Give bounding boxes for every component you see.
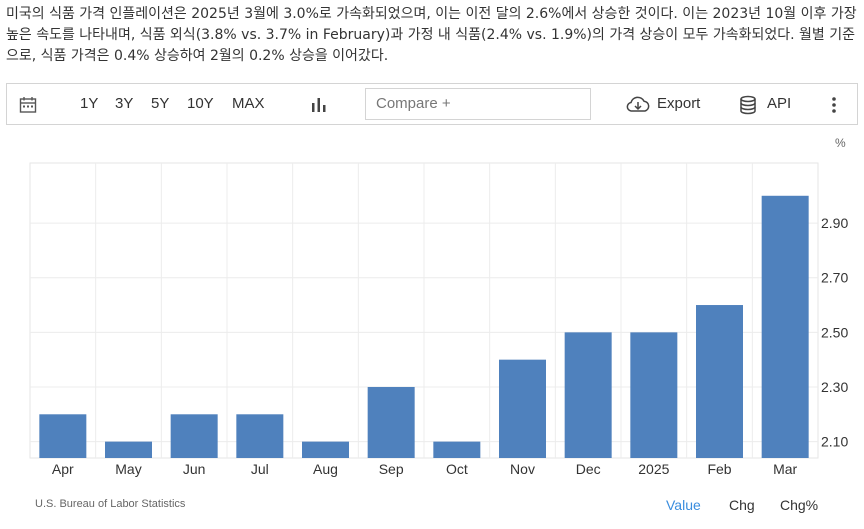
export-button[interactable]: Export	[657, 95, 701, 112]
source-label: U.S. Bureau of Labor Statistics	[35, 498, 186, 510]
chart-area: Apr May Jun Jul Aug Sep Oct Nov Dec 2025 Feb Mar 2.…	[0, 128, 864, 529]
bar-2025[interactable]	[630, 332, 678, 458]
x-tick-label: Jul	[251, 461, 269, 477]
range-10y[interactable]: 10Y	[187, 95, 214, 112]
compare-input[interactable]: Compare +	[365, 88, 591, 120]
bar-oct[interactable]	[433, 441, 481, 458]
tab-value[interactable]: Value	[666, 497, 701, 513]
bar-dec[interactable]	[564, 332, 612, 458]
y-tick-label: 2.90	[821, 215, 848, 231]
description-text: 미국의 식품 가격 인플레이션은 2025년 3월에 3.0%로 가속화되었으며…	[6, 6, 857, 64]
more-options-icon[interactable]	[831, 85, 837, 125]
x-tick-label: 2025	[638, 461, 669, 477]
cloud-download-icon[interactable]	[625, 85, 651, 125]
database-icon[interactable]	[739, 85, 757, 125]
bar-aug[interactable]	[302, 441, 349, 458]
y-tick-label: 2.10	[821, 434, 848, 450]
x-tick-label: May	[115, 461, 141, 477]
range-5y[interactable]: 5Y	[151, 95, 170, 112]
x-tick-label: Oct	[446, 461, 468, 477]
y-tick-label: 2.30	[821, 379, 848, 395]
bar-nov[interactable]	[499, 359, 546, 458]
range-3y[interactable]: 3Y	[115, 95, 134, 112]
bar-mar[interactable]	[761, 195, 809, 458]
chart-toolbar: 1Y 3Y 5Y 10Y MAX Compare + Export API	[6, 83, 858, 125]
api-button[interactable]: API	[767, 95, 792, 112]
tab-chg-percent[interactable]: Chg%	[780, 497, 819, 513]
calendar-icon[interactable]	[19, 85, 37, 125]
x-tick-label: Jun	[183, 461, 206, 477]
bar-chart-icon[interactable]	[310, 85, 328, 125]
bar-sep[interactable]	[367, 386, 415, 458]
x-tick-label: Sep	[379, 461, 404, 477]
bar-jun[interactable]	[170, 414, 218, 458]
range-1y[interactable]: 1Y	[80, 95, 99, 112]
bar-feb[interactable]	[696, 305, 743, 458]
range-max[interactable]: MAX	[232, 95, 265, 112]
y-tick-label: 2.50	[821, 324, 848, 340]
bar-chart: Apr May Jun Jul Aug Sep Oct Nov Dec 2025 Feb Mar 2.…	[29, 136, 848, 477]
x-tick-label: Nov	[510, 461, 535, 477]
x-tick-label: Mar	[773, 461, 797, 477]
bar-jul[interactable]	[236, 414, 284, 458]
tab-chg[interactable]: Chg	[729, 497, 755, 513]
unit-label: %	[835, 136, 846, 150]
bar-may[interactable]	[105, 441, 152, 458]
x-tick-label: Aug	[313, 461, 338, 477]
x-tick-label: Dec	[576, 461, 601, 477]
bar-apr[interactable]	[39, 414, 87, 458]
x-tick-label: Apr	[52, 461, 74, 477]
y-tick-label: 2.70	[821, 270, 848, 286]
x-tick-label: Feb	[707, 461, 731, 477]
